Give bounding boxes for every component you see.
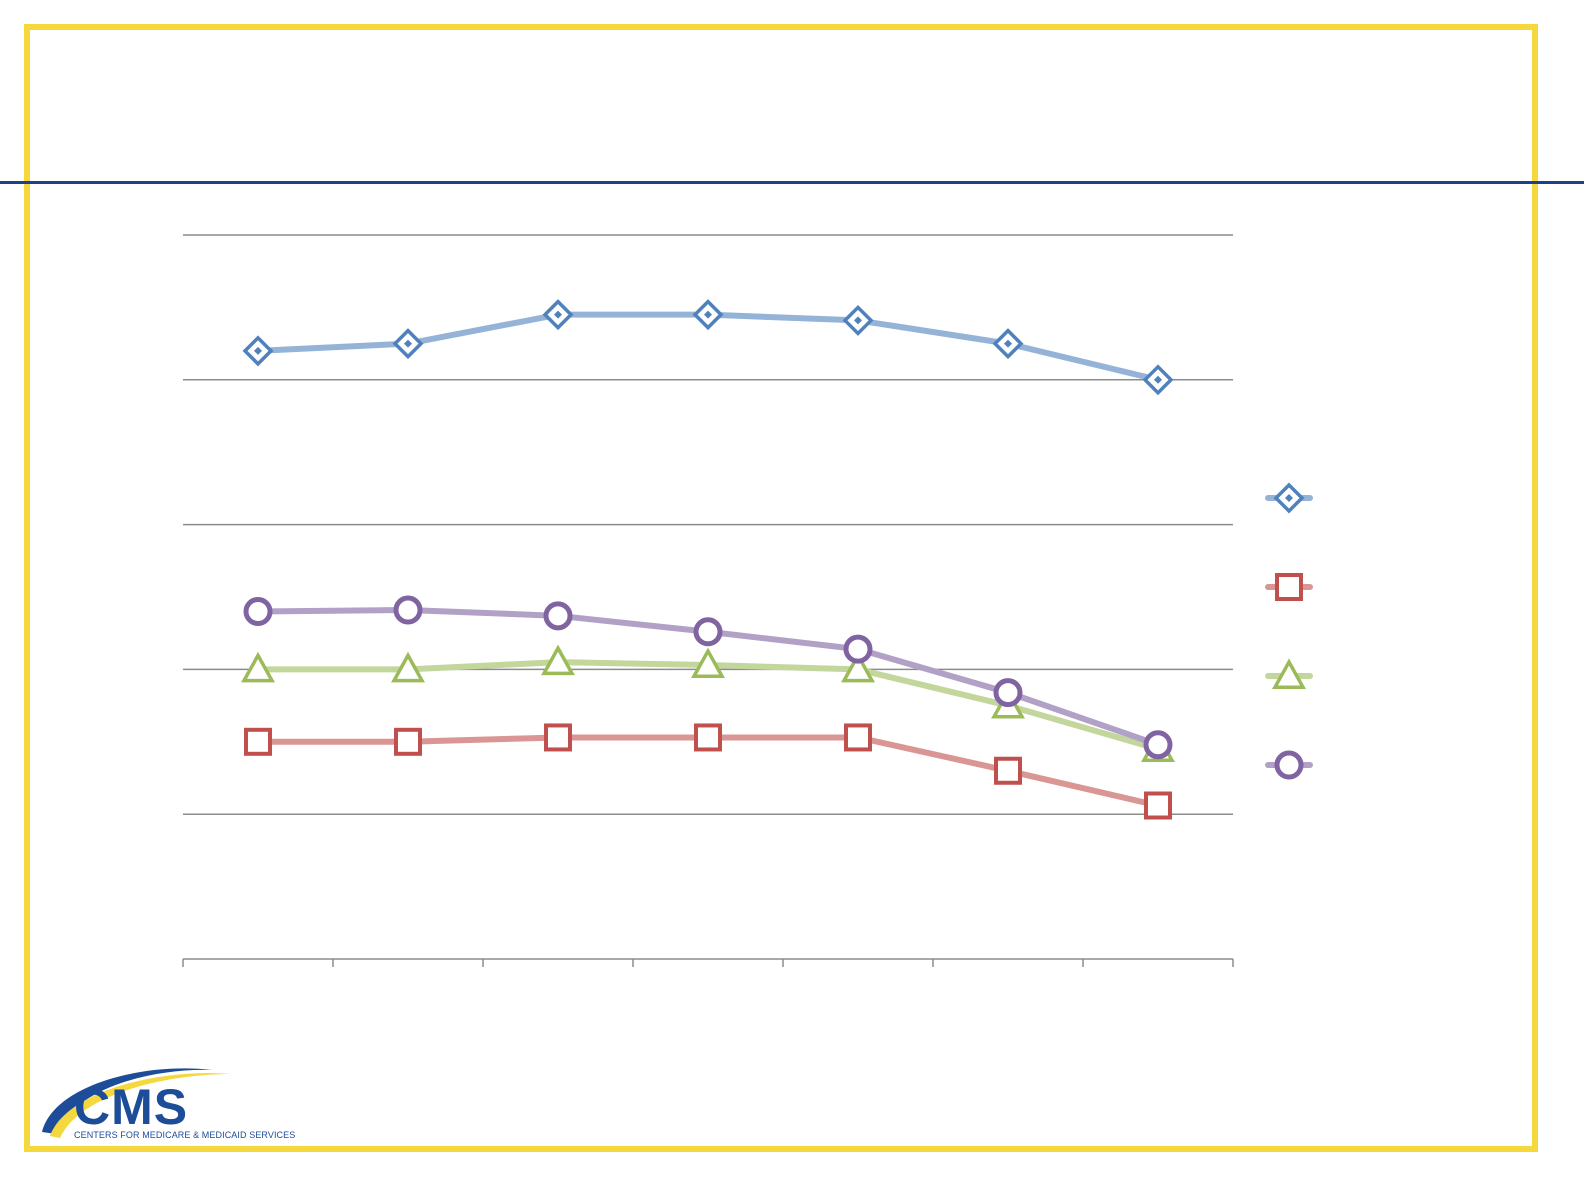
series-3-point [691,647,725,679]
legend-entry-4 [1265,750,1313,780]
series-1-point-center [854,316,862,325]
series-4-point [1143,730,1173,760]
series-2-point [544,723,572,752]
logo-name: CMS [74,1079,189,1135]
legend-swatch-marker-center [1285,494,1293,502]
series-1-point-center [404,339,412,348]
series-1 [242,299,1174,396]
cms-logo-swoosh [42,1068,232,1138]
series-4-point [393,595,423,625]
series-2-point [994,756,1022,785]
legend-swatch-marker [1275,573,1303,601]
legend-entry-1 [1265,482,1313,514]
series-2-point [844,723,872,752]
series-3-point [841,651,875,683]
series-3-point [391,651,425,683]
logo-tagline: CENTERS FOR MEDICARE & MEDICAID SERVICES [74,1130,296,1140]
series-1-point-center [704,310,712,319]
series-1-point-center [1154,375,1162,384]
chart-legend [1265,482,1313,780]
title-rule [0,181,1584,184]
series-2 [244,723,1172,820]
series-1-point-center [254,346,262,355]
legend-entry-3 [1265,658,1313,689]
series-4-point [243,596,273,626]
chart-series [241,299,1175,820]
legend-entry-2 [1265,573,1313,601]
legend-swatch-marker [1272,658,1306,689]
series-1-point-center [554,310,562,319]
series-4-point [543,601,573,631]
series-2-point [244,727,272,756]
series-4-point [693,617,723,647]
series-3-point [241,651,275,683]
series-2-point [1144,791,1172,820]
series-3-point [541,644,575,676]
series-2-point [394,727,422,756]
legend-swatch-marker [1274,750,1304,780]
series-4-point [993,678,1023,708]
x-axis [182,958,1234,967]
series-4-point [843,634,873,664]
series-1-point-center [1004,339,1012,348]
series-2-point [694,723,722,752]
series-4 [243,595,1173,760]
